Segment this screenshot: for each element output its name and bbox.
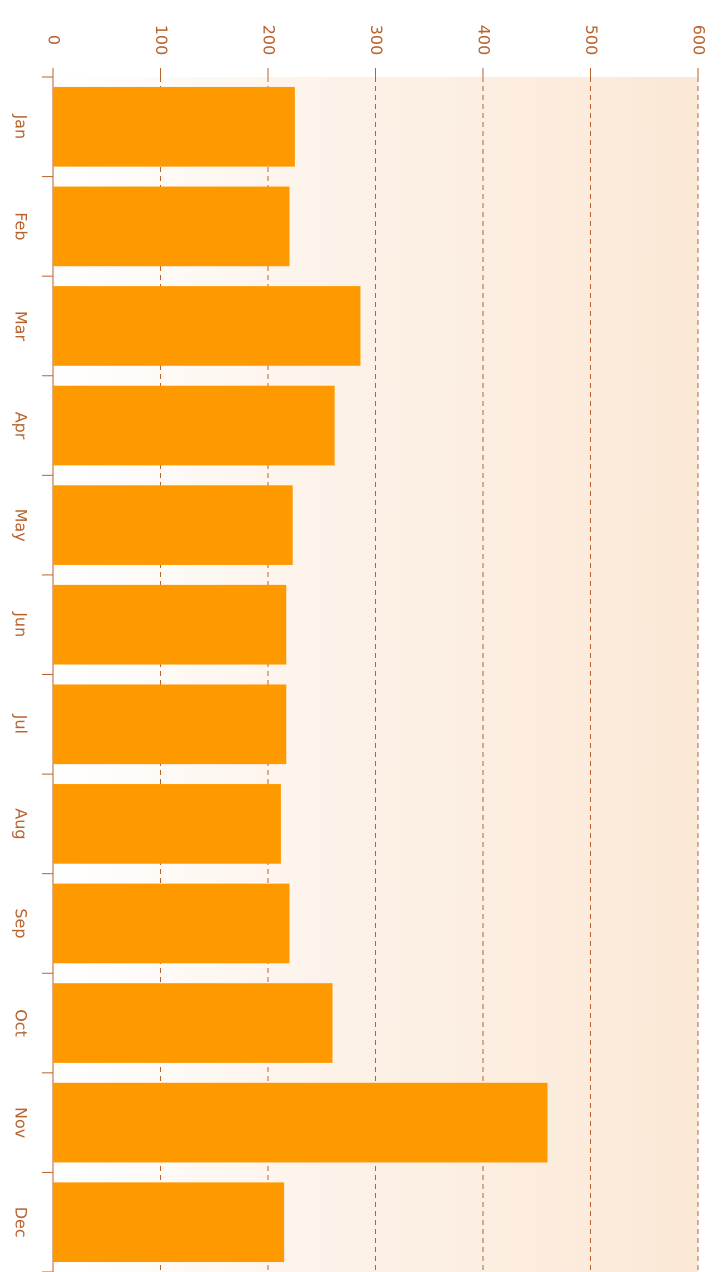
bar [53,1182,285,1263]
bar [53,86,295,167]
bar [53,385,335,466]
y-tick-label: Jan [12,113,31,139]
y-tick-label: Jun [12,611,31,637]
bar [53,983,333,1063]
y-tick-label: Feb [12,212,31,240]
y-tick-label: May [12,509,31,542]
bar [53,186,290,267]
y-tick-label: Sep [12,908,31,938]
y-tick-label: Nov [12,1107,31,1138]
y-tick-label: Jul [12,714,31,734]
y-tick-label: Dec [12,1207,31,1238]
x-tick-label: 500 [582,25,601,56]
bar [53,883,290,964]
x-tick-label: 200 [260,25,279,56]
x-tick-label: 100 [152,25,171,56]
x-tick-label: 400 [475,25,494,56]
bar [53,684,287,765]
x-tick-label: 300 [367,25,386,56]
y-tick-label: Mar [12,311,31,342]
bar [53,584,287,665]
bar [53,286,361,366]
bar [53,1082,548,1163]
bar [53,485,293,565]
y-tick-label: Aug [12,808,31,839]
y-tick-label: Oct [11,1009,30,1037]
y-tick-label: Apr [12,412,31,440]
bar [53,784,281,864]
x-tick-label: 600 [690,25,709,56]
x-tick-label: 0 [45,35,64,45]
